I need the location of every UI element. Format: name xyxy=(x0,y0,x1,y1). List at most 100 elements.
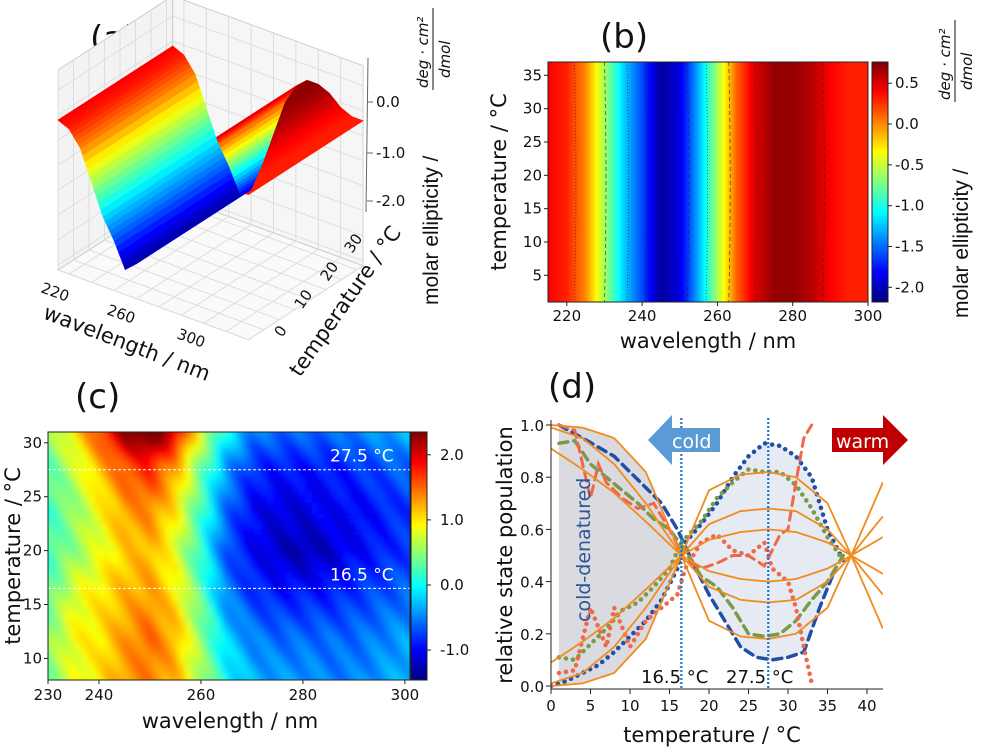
heatmap-cell xyxy=(375,663,383,670)
heatmap-cell xyxy=(235,534,243,541)
heatmap-cell xyxy=(350,642,357,649)
heatmap-cell xyxy=(158,529,166,535)
heatmap-cell xyxy=(388,512,396,519)
heatmap-cell xyxy=(107,631,115,638)
heatmap-cell xyxy=(394,529,402,535)
heatmap-cell xyxy=(299,674,306,680)
colorbar-segment xyxy=(872,214,888,217)
heatmap-cell xyxy=(362,620,370,627)
heatmap-cell xyxy=(241,669,249,676)
heatmap-cell xyxy=(76,442,83,449)
heatmap-cell xyxy=(114,609,122,616)
heatmap-cell xyxy=(171,609,179,616)
heatmap-cell xyxy=(381,491,389,498)
heatmap-cell xyxy=(222,582,230,589)
heatmap-cell xyxy=(133,620,141,627)
heatmap-cell xyxy=(139,642,147,649)
heatmap-cell xyxy=(139,507,147,514)
heatmap-cell xyxy=(235,599,243,606)
heatmap-cell xyxy=(254,653,262,659)
fit-curve xyxy=(551,507,883,685)
heatmap-cell xyxy=(114,523,122,530)
heatmap-cell xyxy=(279,469,287,476)
heatmap-cell xyxy=(56,550,64,557)
heatmap-cell xyxy=(209,469,217,476)
heatmap-cell xyxy=(82,615,90,622)
panel-label-d: (d) xyxy=(548,367,596,407)
heatmap-cell xyxy=(248,572,255,579)
heatmap-cell xyxy=(407,485,410,492)
heatmap-cell xyxy=(694,62,698,302)
heatmap-cell xyxy=(127,502,134,508)
heatmap-cell xyxy=(749,62,752,302)
heatmap-cell xyxy=(401,529,408,535)
heatmap-cell xyxy=(260,647,268,654)
heatmap-cell xyxy=(407,545,410,552)
panel-c-y-label: temperature / °C xyxy=(1,467,25,645)
heatmap-cell xyxy=(692,62,696,302)
heatmap-cell xyxy=(305,421,312,427)
heatmap-cell xyxy=(324,453,332,460)
heatmap-cell xyxy=(260,658,268,665)
colorbar-segment xyxy=(411,630,427,633)
heatmap-cell xyxy=(324,518,332,525)
colorbar-segment xyxy=(411,520,427,523)
heatmap-cell xyxy=(184,626,192,632)
heatmap-cell xyxy=(394,512,402,519)
heatmap-cell xyxy=(274,421,281,427)
heatmap-cell xyxy=(50,647,58,654)
heatmap-cell xyxy=(69,615,77,622)
heatmap-cell xyxy=(330,475,338,482)
heatmap-cell xyxy=(38,637,45,643)
heatmap-cell xyxy=(95,496,103,503)
heatmap-cell xyxy=(273,480,281,487)
colorbar-segment xyxy=(872,296,888,299)
heatmap-cell xyxy=(350,647,357,654)
heatmap-cell xyxy=(82,550,90,557)
heatmap-cell xyxy=(191,680,198,686)
heatmap-cell xyxy=(139,512,147,519)
heatmap-cell xyxy=(165,480,173,487)
heatmap-cell xyxy=(394,599,402,606)
heatmap-cell xyxy=(76,480,83,487)
heatmap-cell xyxy=(260,442,268,449)
heatmap-cell xyxy=(261,685,268,691)
heatmap-cell xyxy=(120,453,128,460)
heatmap-cell xyxy=(350,464,357,471)
heatmap-cell xyxy=(248,491,255,498)
colorbar-segment xyxy=(872,176,888,179)
heatmap-cell xyxy=(369,642,377,649)
heatmap-cell xyxy=(362,663,370,670)
heatmap-cell xyxy=(330,556,338,562)
heatmap-cell xyxy=(254,529,262,535)
heatmap-cell xyxy=(63,502,71,508)
heatmap-cell xyxy=(324,577,332,584)
heatmap-cell xyxy=(235,609,243,616)
heatmap-cell xyxy=(127,631,134,638)
heatmap-cell xyxy=(127,469,134,476)
heatmap-cell xyxy=(191,421,198,427)
heatmap-cell xyxy=(235,647,243,654)
colorbar-segment xyxy=(872,186,888,189)
heatmap-cell xyxy=(190,469,198,476)
heatmap-cell xyxy=(381,502,389,508)
heatmap-cell xyxy=(381,604,389,611)
heatmap-cell xyxy=(343,518,351,525)
heatmap-cell xyxy=(311,453,319,460)
heatmap-cell xyxy=(407,453,410,460)
heatmap-cell xyxy=(248,539,255,546)
heatmap-cell xyxy=(48,593,52,600)
heatmap-cell xyxy=(107,485,115,492)
heatmap-cell xyxy=(273,491,281,498)
colorbar-segment xyxy=(872,72,888,75)
heatmap-cell xyxy=(260,626,268,632)
heatmap-cell xyxy=(171,432,179,438)
heatmap-cell xyxy=(311,539,319,546)
heatmap-cell xyxy=(133,437,141,444)
heatmap-cell xyxy=(140,680,147,686)
heatmap-cell xyxy=(330,502,338,508)
heatmap-cell xyxy=(375,647,383,654)
heatmap-cell xyxy=(146,512,154,519)
heatmap-cell xyxy=(82,599,90,606)
heatmap-cell xyxy=(107,437,115,444)
